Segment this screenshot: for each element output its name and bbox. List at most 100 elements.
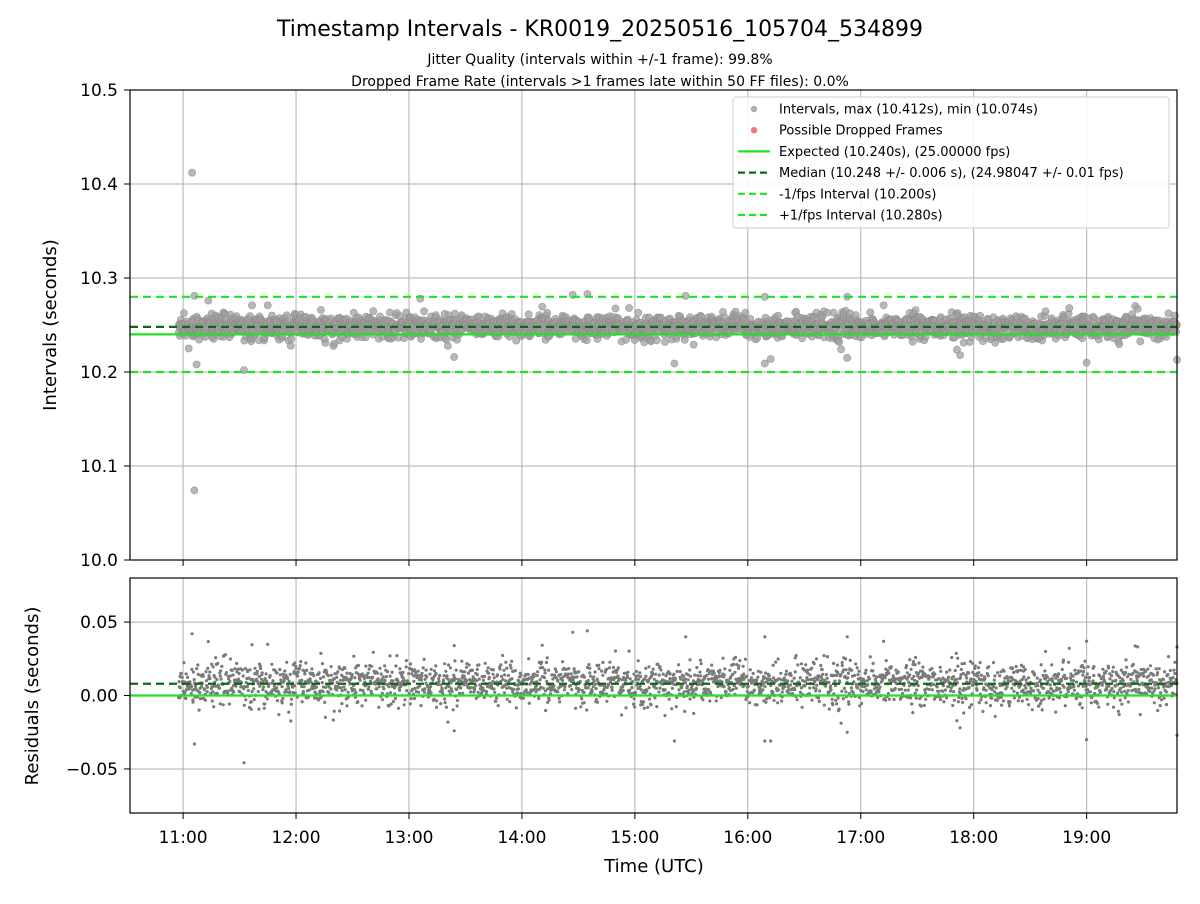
residual-point (829, 684, 832, 687)
residual-point (206, 686, 209, 689)
residual-point (528, 702, 531, 705)
residual-point (978, 701, 981, 704)
residual-point (861, 690, 864, 693)
residual-point (958, 687, 961, 690)
residual-point (742, 673, 745, 676)
residual-point (648, 698, 651, 701)
residual-point (445, 706, 448, 709)
residual-point (633, 705, 636, 708)
interval-point (661, 338, 668, 345)
residual-point (418, 684, 421, 687)
residual-point (1036, 677, 1039, 680)
residual-point (636, 674, 639, 677)
residual-point (610, 686, 613, 689)
residual-point (235, 662, 238, 665)
residual-point (508, 700, 511, 703)
residual-point (1002, 670, 1005, 673)
residual-point (541, 644, 544, 647)
residual-point (773, 699, 776, 702)
residual-point (327, 674, 330, 677)
legend-entry-label: +1/fps Interval (10.280s) (779, 209, 943, 224)
residual-point (771, 691, 774, 694)
residual-point (476, 668, 479, 671)
residual-point (443, 674, 446, 677)
residual-point (783, 685, 786, 688)
residual-point (970, 703, 973, 706)
residual-point (412, 680, 415, 683)
residual-point (485, 690, 488, 693)
residual-point (434, 664, 437, 667)
residual-point (287, 711, 290, 714)
residual-point (1008, 700, 1011, 703)
residual-point (593, 679, 596, 682)
residual-point (597, 664, 600, 667)
interval-point (838, 346, 845, 353)
residual-point (892, 698, 895, 701)
residual-point (955, 652, 958, 655)
residual-point (939, 666, 942, 669)
residual-point (505, 667, 508, 670)
residual-point (870, 690, 873, 693)
chart-subtitle-dropped: Dropped Frame Rate (intervals >1 frames … (351, 74, 849, 90)
residual-point (503, 691, 506, 694)
residual-point (232, 690, 235, 693)
residual-point (206, 667, 209, 670)
residual-point (675, 705, 678, 708)
residual-point (259, 667, 262, 670)
residual-point (443, 662, 446, 665)
residual-point (1052, 698, 1055, 701)
residual-point (556, 690, 559, 693)
residual-point (382, 675, 385, 678)
residual-point (639, 675, 642, 678)
residual-point (956, 665, 959, 668)
residual-point (1050, 663, 1053, 666)
residual-point (228, 680, 231, 683)
residual-point (611, 689, 614, 692)
residual-point (633, 697, 636, 700)
residual-point (263, 702, 266, 705)
residual-point (371, 676, 374, 679)
residual-point (737, 664, 740, 667)
residual-point (211, 690, 214, 693)
residual-point (231, 669, 234, 672)
residual-point (359, 679, 362, 682)
residual-point (785, 670, 788, 673)
residual-point (837, 696, 840, 699)
residual-point (707, 668, 710, 671)
residual-point (1017, 699, 1020, 702)
residual-point (885, 659, 888, 662)
residual-point (790, 680, 793, 683)
residual-point (1021, 699, 1024, 702)
residual-point (552, 684, 555, 687)
residual-point (764, 701, 767, 704)
residual-point (1006, 676, 1009, 679)
residual-point (477, 691, 480, 694)
residual-point (587, 663, 590, 666)
residual-point (753, 689, 756, 692)
residual-point (435, 699, 438, 702)
residual-point (825, 673, 828, 676)
residual-point (494, 700, 497, 703)
residual-point (878, 686, 881, 689)
residual-point (971, 662, 974, 665)
residual-point (277, 713, 280, 716)
residual-point (515, 706, 518, 709)
residual-point (234, 685, 237, 688)
residual-point (225, 671, 228, 674)
residual-point (547, 669, 550, 672)
residual-point (208, 670, 211, 673)
residual-point (387, 685, 390, 688)
residual-point (806, 669, 809, 672)
residual-point (1051, 680, 1054, 683)
residual-point (1037, 697, 1040, 700)
residual-point (622, 689, 625, 692)
residual-point (624, 679, 627, 682)
residual-point (781, 691, 784, 694)
residual-point (1013, 696, 1016, 699)
residual-point (605, 700, 608, 703)
residual-point (352, 655, 355, 658)
residual-point (510, 677, 513, 680)
residual-point (318, 671, 321, 674)
